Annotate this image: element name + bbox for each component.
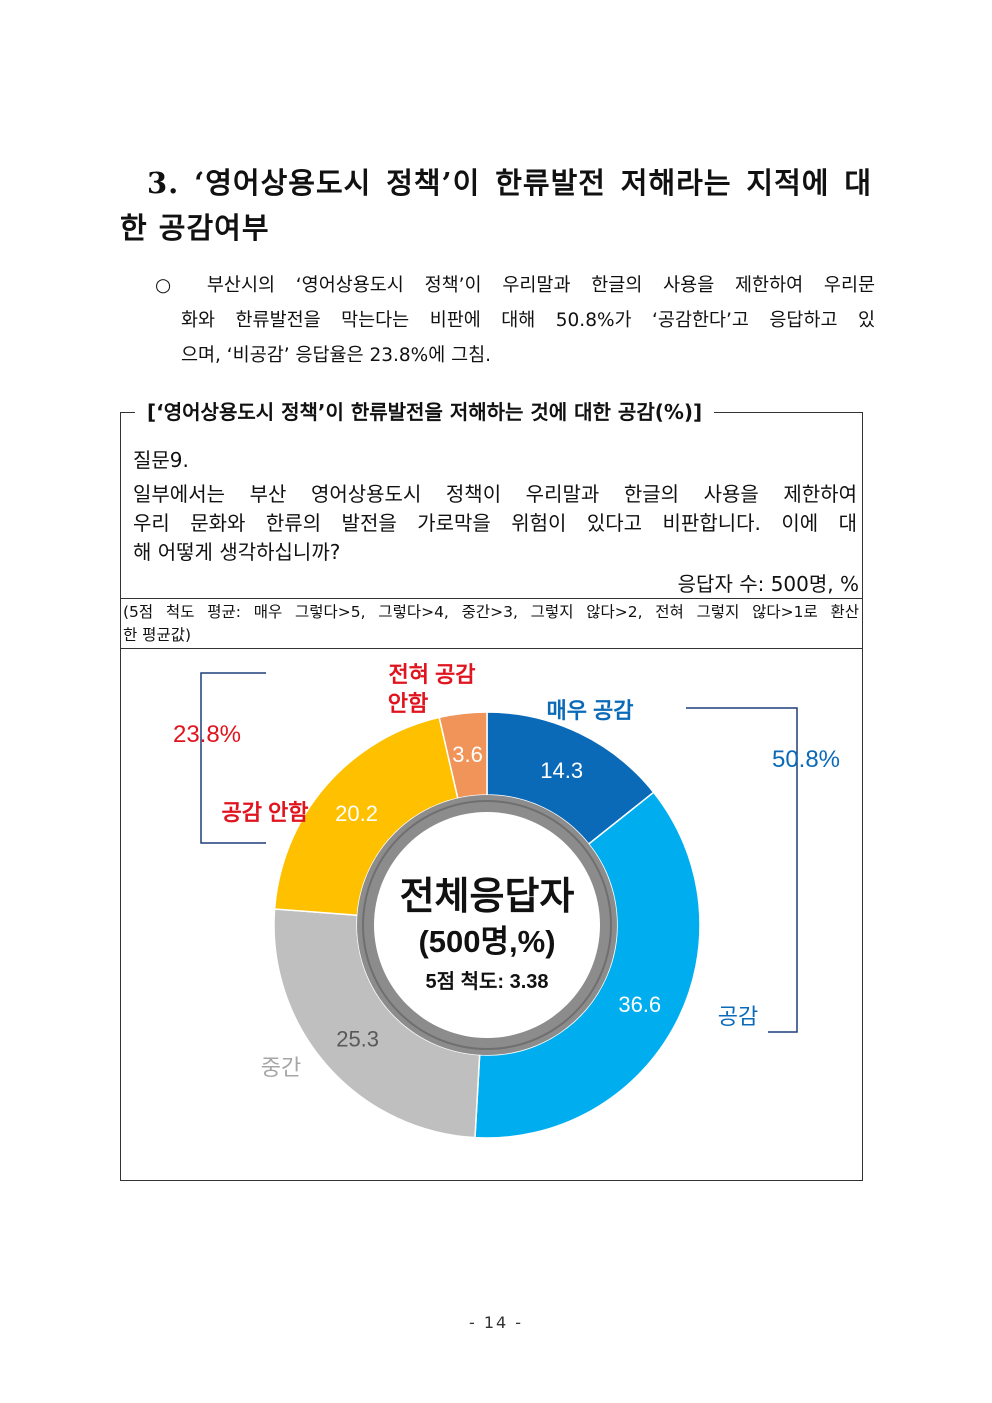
divider-bottom (120, 648, 862, 649)
center-ring-inner (374, 812, 600, 1038)
label-agree: 공감 (718, 1004, 758, 1029)
question-text: 일부에서는 부산 영어상용도시 정책이 우리말과 한글의 사용을 제한하여 우리… (133, 480, 857, 567)
center-scale: 5점 척도: 3.38 (425, 970, 548, 993)
summary-text1: 부산시의 ‘영어상용도시 정책’이 우리말과 한글의 사용을 제한하여 우리문 (206, 275, 875, 296)
divider-top (120, 598, 862, 599)
label-very-agree: 매우 공감 (546, 698, 633, 723)
scale-note-line2: 한 평균값) (123, 626, 192, 644)
slice-value-label-2: 36.6 (618, 992, 661, 1017)
disagree-bracket (200, 672, 266, 844)
respondent-count: 응답자 수: 500명, % (677, 572, 859, 596)
scale-note-line1: (5점 척도 평균: 매우 그렇다>5, 그렇다>4, 중간>3, 그렇지 않다… (123, 603, 859, 621)
question-line3: 해 어떻게 생각하십니까? (133, 540, 341, 564)
agree-bracket (686, 707, 798, 1033)
disagree-total: 23.8% (173, 721, 241, 748)
slice-value-labels: 14.3 36.6 25.3 20.2 3.6 (335, 742, 661, 1051)
agree-total: 50.8% (772, 746, 840, 773)
donut-slices (273, 711, 701, 1139)
section-heading-line1: 3. ‘영어상용도시 정책’이 한류발전 저해라는 지적에 대 (147, 166, 872, 200)
summary-line3: 으며, ‘비공감’ 응답율은 23.8%에 그침. (181, 345, 492, 366)
section-heading-line2: 한 공감여부 (120, 211, 270, 245)
summary-line1: ○ 부산시의 ‘영어상용도시 정책’이 우리말과 한글의 사용을 제한하여 우리… (155, 268, 875, 303)
center-ring-shadow (362, 800, 612, 1050)
slice-value-label-1: 14.3 (540, 758, 583, 783)
label-neutral: 중간 (261, 1055, 301, 1080)
slice-value-label-5: 3.6 (452, 742, 483, 767)
label-strongly-disagree-1: 전혀 공감 (388, 662, 475, 687)
bullet-symbol: ○ (155, 275, 187, 296)
question-label: 질문9. (133, 448, 189, 472)
summary-line2: 화와 한류발전을 막는다는 비판에 대해 50.8%가 ‘공감한다’고 응답하고… (181, 310, 875, 331)
center-subtitle: (500명,%) (418, 924, 555, 959)
slice-value-label-3: 25.3 (336, 1026, 379, 1051)
survey-box-title-wrap: [‘영어상용도시 정책’이 한류발전을 저해하는 것에 대한 공감(%)] (135, 395, 715, 429)
scale-note: (5점 척도 평균: 매우 그렇다>5, 그렇다>4, 중간>3, 그렇지 않다… (123, 601, 859, 647)
survey-box-title: [‘영어상용도시 정책’이 한류발전을 저해하는 것에 대한 공감(%)] (147, 400, 703, 424)
summary-bullet: ○ 부산시의 ‘영어상용도시 정책’이 우리말과 한글의 사용을 제한하여 우리… (155, 268, 875, 373)
center-title: 전체응답자 (400, 876, 575, 918)
slice-value-label-4: 20.2 (335, 801, 378, 826)
page-number: - 14 - (468, 1313, 524, 1332)
question-line2: 우리 문화와 한류의 발전을 가로막을 위험이 있다고 비판합니다. 이에 대 (133, 511, 857, 535)
label-strongly-disagree-2: 안함 (388, 691, 428, 716)
label-disagree: 공감 안함 (221, 800, 308, 825)
question-line1: 일부에서는 부산 영어상용도시 정책이 우리말과 한글의 사용을 제한하여 (133, 482, 857, 506)
